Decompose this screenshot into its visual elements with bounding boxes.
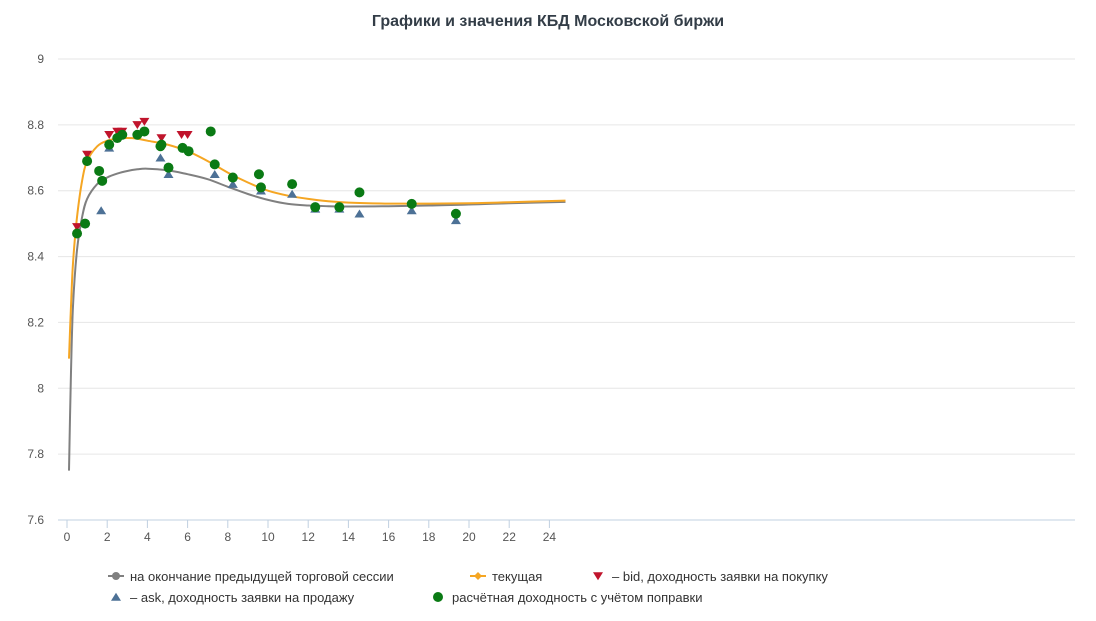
x-tick-label: 12	[302, 530, 316, 544]
data-point-series-4	[310, 202, 321, 213]
data-point-series-3	[227, 179, 238, 188]
legend-swatch-marker	[474, 572, 482, 580]
data-point-series-4	[156, 139, 167, 150]
legend-swatch-marker	[433, 592, 443, 602]
x-tick-label: 4	[144, 530, 151, 544]
data-point-series-3	[287, 189, 298, 198]
legend-item-2: – bid, доходность заявки на покупку	[593, 569, 828, 584]
data-point-series-4	[209, 159, 220, 170]
x-tick-label: 18	[422, 530, 436, 544]
x-tick-label: 0	[64, 530, 71, 544]
legend-item-1: текущая	[470, 569, 542, 584]
legend-swatch-marker	[111, 592, 121, 601]
data-point-series-3	[354, 209, 365, 218]
legend-item-3: – ask, доходность заявки на продажу	[111, 590, 355, 605]
axes: 7.67.888.28.48.68.890 2 4 6 8 10 12 14 16 18 20 22 2…	[27, 52, 1075, 544]
data-point-series-2	[156, 134, 167, 143]
data-point-series-4	[80, 218, 91, 229]
data-point-series-4	[334, 202, 345, 213]
x-tick-label: 14	[342, 530, 356, 544]
data-point-series-3	[450, 216, 461, 225]
data-point-series-2	[139, 117, 150, 126]
legend-item-4: расчётная доходность с учётом поправки	[433, 590, 702, 605]
data-point-series-2	[132, 121, 143, 130]
legend-label: расчётная доходность с учётом поправки	[452, 590, 702, 605]
y-tick-label: 9	[37, 52, 44, 66]
series-lines	[68, 136, 566, 471]
data-point-series-4	[450, 208, 461, 219]
data-point-series-2	[72, 223, 83, 232]
x-tick-label: 8	[224, 530, 231, 544]
data-point-series-4	[255, 182, 266, 193]
series-line-0	[68, 167, 566, 471]
data-point-series-4	[253, 169, 264, 180]
y-tick-label: 8.4	[27, 250, 44, 264]
data-point-series-4	[227, 172, 238, 183]
data-point-series-3	[96, 206, 107, 215]
legend-swatch-marker	[593, 572, 603, 581]
data-point-series-4	[72, 228, 83, 239]
x-tick-label: 2	[104, 530, 111, 544]
x-tick-label: 10	[261, 530, 275, 544]
y-tick-label: 8.2	[27, 315, 44, 329]
data-point-series-3	[406, 206, 417, 215]
data-point-series-2	[104, 130, 115, 139]
x-tick-label: 20	[462, 530, 476, 544]
data-point-series-4	[82, 156, 93, 167]
data-point-series-3	[155, 153, 166, 162]
data-point-series-4	[406, 198, 417, 209]
x-tick-label: 22	[503, 530, 517, 544]
legend-label: текущая	[492, 569, 542, 584]
data-point-series-2	[82, 150, 93, 159]
series-points	[72, 117, 461, 239]
data-point-series-4	[117, 129, 128, 140]
data-point-series-4	[139, 126, 150, 137]
legend-item-0: на окончание предыдущей торговой сессии	[108, 569, 394, 584]
y-tick-label: 8	[37, 381, 44, 395]
data-point-series-4	[104, 139, 115, 150]
data-point-series-4	[97, 175, 108, 186]
legend-label: – ask, доходность заявки на продажу	[130, 590, 355, 605]
x-tick-label: 6	[184, 530, 191, 544]
data-point-series-4	[163, 162, 174, 173]
y-tick-label: 8.6	[27, 184, 44, 198]
data-point-series-4	[94, 165, 105, 176]
data-point-series-4	[354, 187, 365, 198]
data-point-series-4	[205, 126, 216, 137]
legend-label: на окончание предыдущей торговой сессии	[130, 569, 394, 584]
data-point-series-3	[209, 170, 220, 178]
data-point-series-4	[287, 179, 298, 190]
data-point-series-3	[163, 170, 174, 178]
x-tick-label: 24	[543, 530, 557, 544]
x-tick-label: 16	[382, 530, 396, 544]
chart-title: Графики и значения КБД Московской биржи	[372, 13, 724, 30]
data-point-series-4	[183, 146, 194, 157]
legend-swatch-marker	[112, 572, 120, 580]
legend: на окончание предыдущей торговой сессии т…	[108, 569, 828, 605]
y-tick-label: 7.6	[27, 513, 44, 527]
legend-label: – bid, доходность заявки на покупку	[612, 569, 828, 584]
y-tick-label: 7.8	[27, 447, 44, 461]
grid-lines	[58, 58, 1075, 455]
series-line-1	[68, 136, 566, 359]
y-tick-label: 8.8	[27, 118, 44, 132]
data-point-series-2	[182, 130, 193, 139]
